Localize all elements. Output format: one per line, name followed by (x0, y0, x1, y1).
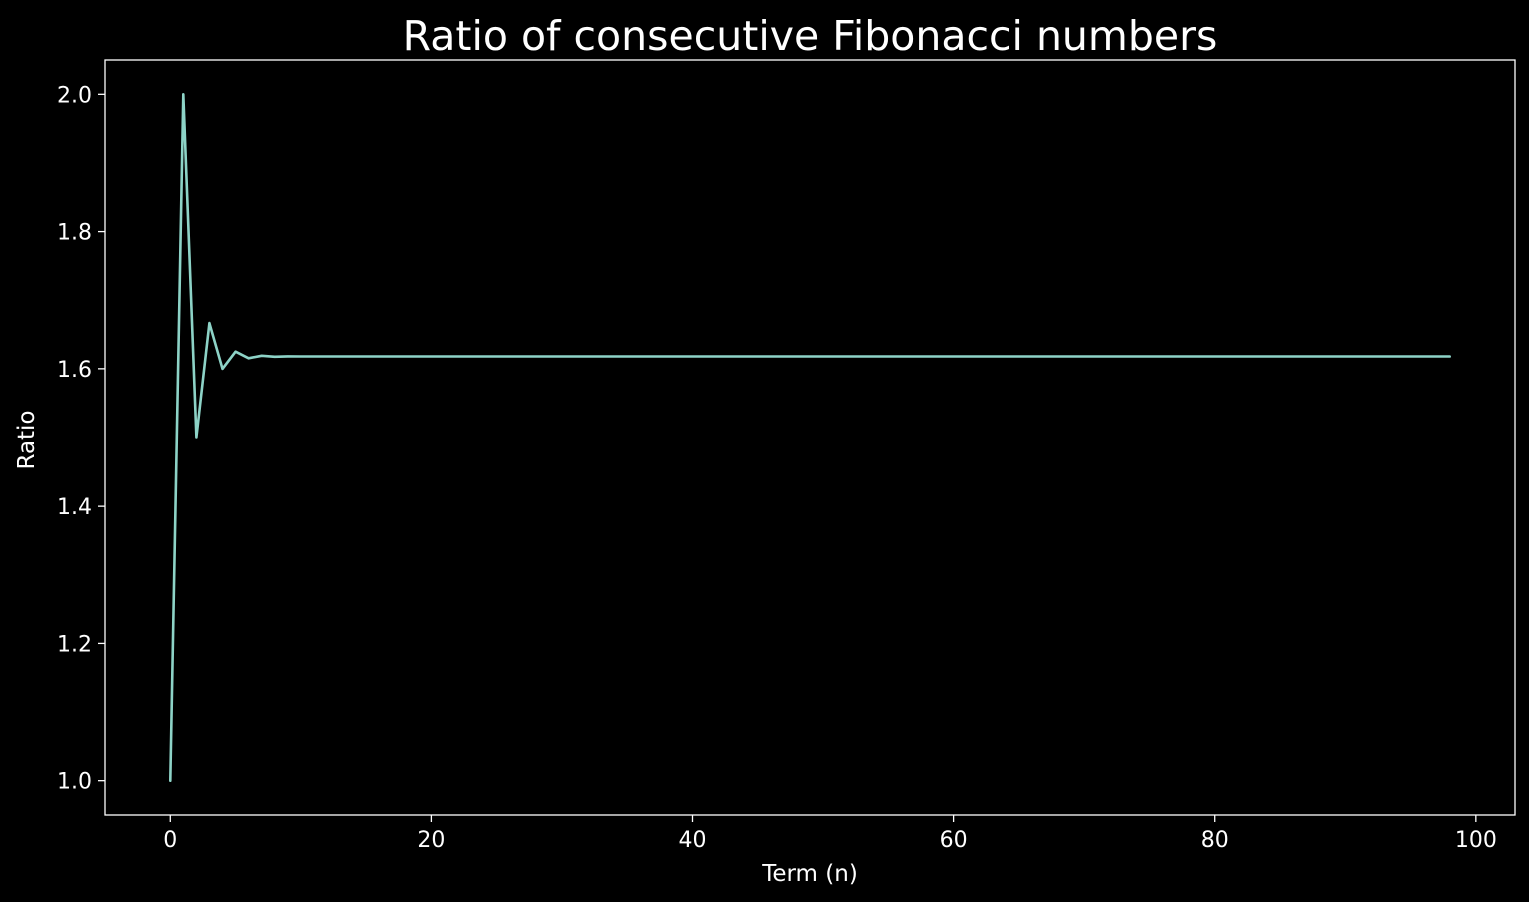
x-tick-label: 60 (940, 828, 968, 853)
x-axis-label: Term (n) (761, 861, 858, 887)
y-axis-label: Ratio (14, 410, 40, 469)
y-tick-label: 2.0 (57, 83, 92, 108)
y-tick-label: 1.0 (57, 770, 92, 795)
x-tick-label: 80 (1201, 828, 1229, 853)
x-tick-label: 20 (417, 828, 445, 853)
ratio-series-line (169, 93, 1451, 783)
x-tick-label: 0 (163, 828, 177, 853)
y-tick-label: 1.6 (57, 358, 92, 383)
y-tick-label: 1.4 (57, 495, 92, 520)
chart-title: Ratio of consecutive Fibonacci numbers (403, 12, 1218, 60)
plot-frame (104, 59, 1516, 816)
x-tick-label: 100 (1455, 828, 1497, 853)
x-tick-label: 40 (679, 828, 707, 853)
plot-area: 0 20 40 60 80 100 1.0 1.2 1.4 1.6 1.8 2.0 (57, 59, 1516, 853)
y-tick-label: 1.2 (57, 632, 92, 657)
y-tick-label: 1.8 (57, 221, 92, 246)
